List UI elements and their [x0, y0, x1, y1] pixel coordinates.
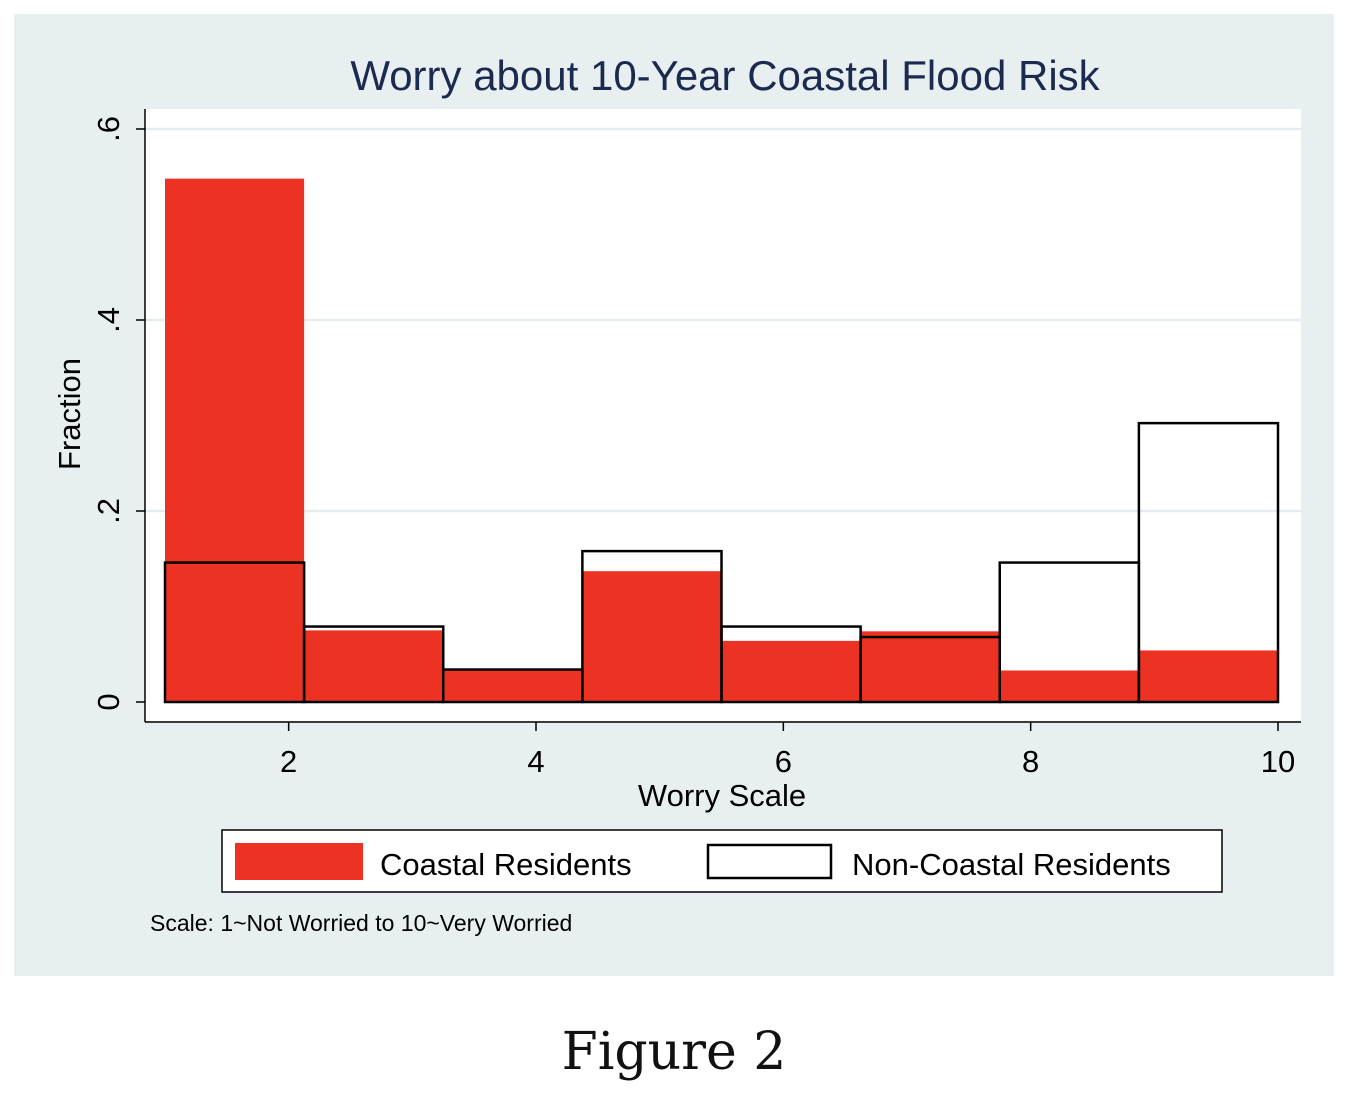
coastal-bar-2 — [304, 630, 444, 702]
y-tick-label-3: .6 — [91, 116, 126, 142]
x-axis-label: Worry Scale — [638, 778, 806, 813]
plot-area — [145, 109, 1301, 721]
legend-swatch-non-coastal — [706, 843, 833, 880]
legend-box — [221, 829, 1223, 893]
y-axis-label: Fraction — [52, 358, 87, 470]
non-coastal-bars — [163, 421, 1280, 704]
x-tick-label-2: 6 — [775, 744, 792, 779]
coastal-bar-7 — [999, 670, 1139, 702]
axes — [136, 109, 1301, 731]
grid-lines — [145, 127, 1301, 513]
coastal-bar-6 — [860, 631, 1000, 702]
y-tick-label-1: .2 — [91, 498, 126, 524]
coastal-bar-1 — [165, 178, 305, 702]
legend-label-non-coastal: Non-Coastal Residents — [852, 847, 1171, 882]
legend-label-coastal: Coastal Residents — [380, 847, 632, 882]
coastal-bars — [165, 178, 1278, 702]
coastal-bar-3 — [443, 669, 583, 702]
coastal-bar-5 — [721, 640, 861, 702]
x-tick-label-1: 4 — [527, 744, 544, 779]
legend: Coastal Residents Non-Coastal Residents — [221, 829, 1223, 893]
legend-swatch-coastal — [235, 843, 363, 880]
coastal-bar-4 — [582, 571, 722, 702]
x-tick-label-3: 8 — [1022, 744, 1039, 779]
y-tick-label-2: .4 — [91, 307, 126, 333]
non-coastal-bar-8 — [1137, 421, 1280, 704]
x-tick-label-4: 10 — [1261, 744, 1295, 779]
coastal-bar-8 — [1138, 650, 1278, 702]
figure-caption: Figure 2 — [561, 1022, 787, 1082]
tick-labels: 0 .2 .4 .6 2 4 6 8 10 — [91, 116, 1295, 779]
chart-title: Worry about 10-Year Coastal Flood Risk — [350, 52, 1100, 99]
y-tick-label-0: 0 — [91, 693, 126, 710]
chart-panel: Worry about 10-Year Coastal Flood Risk 0… — [14, 14, 1334, 976]
x-tick-label-0: 2 — [280, 744, 297, 779]
non-coastal-bar-2 — [302, 625, 445, 704]
histogram-chart: Worry about 10-Year Coastal Flood Risk 0… — [52, 52, 1301, 936]
scale-note: Scale: 1~Not Worried to 10~Very Worried — [150, 910, 572, 936]
